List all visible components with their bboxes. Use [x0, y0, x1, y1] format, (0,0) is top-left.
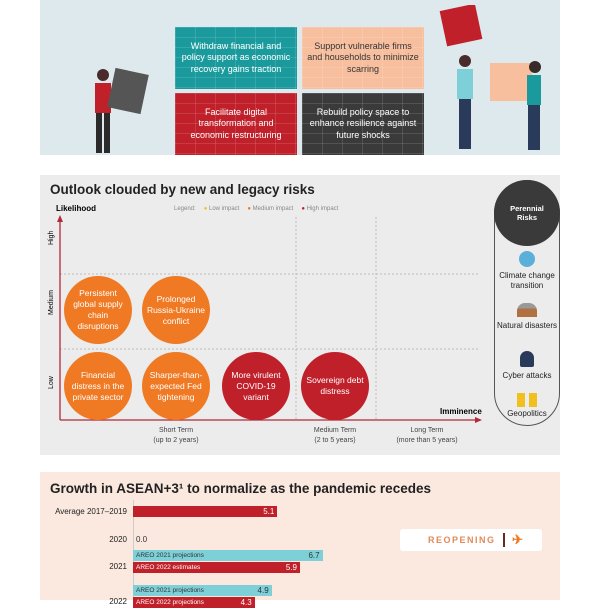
x-axis-label: Imminence: [440, 407, 482, 416]
policy-section: Withdraw financial and policy support as…: [40, 0, 560, 155]
hacker-icon: [520, 351, 534, 367]
perennial-risks-panel: Perennial Risks Climate change transitio…: [494, 180, 560, 426]
growth-bar: 0.0: [133, 534, 163, 545]
legend-item: ● Low impact: [203, 206, 240, 212]
risks-title: Outlook clouded by new and legacy risks: [50, 182, 315, 197]
risk-bubble: Prolonged Russia-Ukraine conflict: [142, 276, 210, 344]
airplane-icon: ✈: [512, 532, 525, 547]
risk-matrix-axes: [57, 215, 482, 423]
perennial-item: Climate change transition: [499, 271, 555, 290]
bar-series-label: AREO 2022 estimates: [136, 564, 201, 571]
tornado-icon: [517, 303, 537, 317]
growth-bar: AREO 2022 estimates 5.9: [133, 562, 300, 573]
bar-value: 5.1: [263, 507, 275, 516]
globe-icon: [519, 251, 535, 267]
legend-item: ● Medium impact: [247, 206, 294, 212]
risk-bubble: More virulent COVID-19 variant: [222, 352, 290, 420]
reopening-sign: REOPENING ✈: [400, 529, 542, 551]
y-level-low: Low: [48, 376, 55, 389]
perennial-item: Geopolitics: [507, 409, 547, 418]
risk-bubble: Sharper-than-expected Fed tightening: [142, 352, 210, 420]
bar-value: 4.3: [240, 598, 252, 607]
row-label: Average 2017–2019: [55, 507, 127, 516]
risk-bubble: Persistent global supply chain disruptio…: [64, 276, 132, 344]
growth-section: Growth in ASEAN+3¹ to normalize as the p…: [40, 472, 560, 608]
row-label: 2020: [109, 535, 127, 544]
bar-value: 6.7: [308, 551, 320, 560]
risk-bubble: Sovereign debt distress: [301, 352, 369, 420]
perennial-item: Cyber attacks: [502, 371, 552, 380]
growth-bar: AREO 2021 projections 4.9: [133, 585, 272, 596]
legend-item: ● High impact: [301, 206, 339, 212]
policy-quadrant: Rebuild policy space to enhance resilien…: [302, 93, 424, 155]
row-label: 2022: [109, 597, 127, 606]
bar-series-label: AREO 2022 projections: [136, 599, 204, 606]
workers-with-bricks-illustration: [439, 5, 541, 150]
bar-value: 5.9: [285, 563, 297, 572]
growth-bar: AREO 2021 projections 6.7: [133, 550, 323, 561]
policy-quadrant: Withdraw financial and policy support as…: [175, 27, 297, 89]
bar-series-label: AREO 2021 projections: [136, 587, 204, 594]
flags-icon: [517, 393, 537, 407]
bar-series-label: AREO 2021 projections: [136, 552, 204, 559]
risk-bubble: Financial distress in the private sector: [64, 352, 132, 420]
policy-quadrant: Support vulnerable firms and households …: [302, 27, 424, 89]
growth-title: Growth in ASEAN+3¹ to normalize as the p…: [50, 481, 431, 496]
y-level-high: High: [48, 230, 55, 245]
legend-label: Legend:: [174, 206, 196, 212]
woman-holding-bricks-illustration: [95, 67, 149, 153]
legend: Legend: ● Low impact ● Medium impact ● H…: [174, 206, 338, 212]
policy-quadrant: Facilitate digital transformation and ec…: [175, 93, 297, 155]
y-level-medium: Medium: [48, 290, 55, 315]
x-level-long: Long Term (more than 5 years): [396, 427, 458, 444]
bar-value: 0.0: [136, 535, 148, 544]
risks-section: Outlook clouded by new and legacy risks …: [40, 175, 560, 455]
growth-bar: AREO 2022 projections 4.3: [133, 597, 255, 608]
x-level-medium: Medium Term (2 to 5 years): [313, 427, 357, 444]
x-level-short: Short Term (up to 2 years): [153, 427, 199, 444]
growth-bar: 5.1: [133, 506, 278, 517]
perennial-item: Natural disasters: [496, 321, 558, 330]
row-label: 2021: [109, 562, 127, 571]
y-axis-label: Likelihood: [56, 204, 96, 213]
perennial-title: Perennial Risks: [494, 180, 560, 246]
bar-value: 4.9: [257, 586, 269, 595]
